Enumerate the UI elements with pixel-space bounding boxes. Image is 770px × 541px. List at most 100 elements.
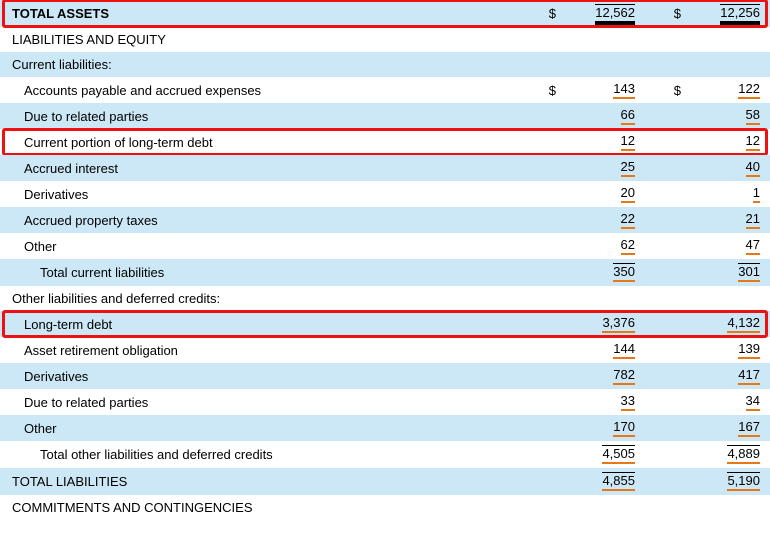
label-tot-cur-liab: Total current liabilities <box>0 261 530 284</box>
label-cur-ltd: Current portion of long-term debt <box>0 131 530 154</box>
row-deriv-lt: Derivatives782417 <box>0 363 770 389</box>
value-col1-tot-cur-liab: 350 <box>560 259 645 286</box>
label-cur-liab-hdr: Current liabilities: <box>0 53 530 76</box>
value-col2-ltd: 4,132 <box>685 311 770 337</box>
currency-col2-total-assets: $ <box>655 2 685 25</box>
value-col2-commit <box>685 504 770 512</box>
row-deriv-cur: Derivatives201 <box>0 181 770 207</box>
currency-col1-tot-cur-liab <box>530 269 560 277</box>
row-cur-liab-hdr: Current liabilities: <box>0 52 770 77</box>
value2-num-tot-other-liab: 4,889 <box>727 445 760 464</box>
value-col1-other-cur: 62 <box>560 233 645 259</box>
value2-num-due-related-lt: 34 <box>746 393 760 411</box>
value-col1-ap-accrued: 143 <box>560 77 645 103</box>
currency-col2-accr-int <box>655 164 685 172</box>
row-due-related-lt: Due to related parties 33 34 <box>0 389 770 415</box>
value2-num-other-lt: 167 <box>738 419 760 437</box>
value1-num-total-assets: 12,562 <box>595 4 635 23</box>
value-col2-due-related: 58 <box>685 103 770 129</box>
value-col2-other-cur: 47 <box>685 233 770 259</box>
value-col1-tot-other-liab: 4,505 <box>560 441 645 468</box>
label-ltd: Long-term debt <box>0 313 530 336</box>
value-col1-due-related: 66 <box>560 103 645 129</box>
row-ap-accrued: Accounts payable and accrued expenses$14… <box>0 77 770 103</box>
value-col2-tot-cur-liab: 301 <box>685 259 770 286</box>
value1-num-tot-cur-liab: 350 <box>613 263 635 282</box>
currency-col2-other-cur <box>655 242 685 250</box>
label-total-assets: TOTAL ASSETS <box>0 2 530 25</box>
currency-col1-deriv-lt <box>530 372 560 380</box>
label-due-related-lt: Due to related parties <box>0 391 530 414</box>
value2-num-tot-liab: 5,190 <box>727 472 760 491</box>
label-ap-accrued: Accounts payable and accrued expenses <box>0 79 530 102</box>
currency-col1-commit <box>530 504 560 512</box>
value-col2-total-assets: 12,256 <box>685 0 770 27</box>
row-accr-prop-tax: Accrued property taxes2221 <box>0 207 770 233</box>
value-col1-accr-int: 25 <box>560 155 645 181</box>
row-tot-cur-liab: Total current liabilities 350 301 <box>0 259 770 286</box>
value-col2-tot-liab: 5,190 <box>685 468 770 495</box>
currency-col1-tot-liab <box>530 478 560 486</box>
label-commit: COMMITMENTS AND CONTINGENCIES <box>0 496 530 519</box>
value-col1-liab-equity-hdr <box>560 36 645 44</box>
value1-num-other-lt: 170 <box>613 419 635 437</box>
value2-num-ltd: 4,132 <box>727 315 760 333</box>
currency-col1-cur-ltd <box>530 138 560 146</box>
currency-col2-deriv-lt <box>655 372 685 380</box>
currency-col1-ltd <box>530 320 560 328</box>
value-col2-ap-accrued: 122 <box>685 77 770 103</box>
row-accr-int: Accrued interest 25 40 <box>0 155 770 181</box>
row-commit: COMMITMENTS AND CONTINGENCIES <box>0 495 770 520</box>
currency-col1-tot-other-liab <box>530 451 560 459</box>
currency-col2-cur-ltd <box>655 138 685 146</box>
currency-col2-due-related <box>655 112 685 120</box>
value-col2-accr-int: 40 <box>685 155 770 181</box>
value2-num-aro: 139 <box>738 341 760 359</box>
currency-col1-liab-equity-hdr <box>530 36 560 44</box>
row-aro: Asset retirement obligation144139 <box>0 337 770 363</box>
row-other-lt: Other 170 167 <box>0 415 770 441</box>
value-col2-deriv-cur: 1 <box>685 181 770 207</box>
label-accr-int: Accrued interest <box>0 157 530 180</box>
label-liab-equity-hdr: LIABILITIES AND EQUITY <box>0 28 530 51</box>
value1-num-tot-liab: 4,855 <box>602 472 635 491</box>
balance-sheet-table: TOTAL ASSETS$12,562$12,256LIABILITIES AN… <box>0 0 770 520</box>
currency-col1-deriv-cur <box>530 190 560 198</box>
currency-col2-deriv-cur <box>655 190 685 198</box>
currency-col2-liab-equity-hdr <box>655 36 685 44</box>
value2-num-due-related: 58 <box>746 107 760 125</box>
value1-num-due-related: 66 <box>621 107 635 125</box>
value-col1-accr-prop-tax: 22 <box>560 207 645 233</box>
value1-num-due-related-lt: 33 <box>621 393 635 411</box>
value2-num-total-assets: 12,256 <box>720 4 760 23</box>
value1-num-accr-prop-tax: 22 <box>621 211 635 229</box>
value-col1-ltd: 3,376 <box>560 311 645 337</box>
row-other-liab-hdr: Other liabilities and deferred credits: <box>0 286 770 311</box>
value-col2-deriv-lt: 417 <box>685 363 770 389</box>
value1-num-ap-accrued: 143 <box>613 81 635 99</box>
currency-col2-commit <box>655 504 685 512</box>
currency-col1-aro <box>530 346 560 354</box>
value2-num-cur-ltd: 12 <box>746 133 760 151</box>
row-tot-other-liab: Total other liabilities and deferred cre… <box>0 441 770 468</box>
value-col1-deriv-cur: 20 <box>560 181 645 207</box>
currency-col1-other-cur <box>530 242 560 250</box>
currency-col1-accr-int <box>530 164 560 172</box>
value-col1-cur-ltd: 12 <box>560 129 645 155</box>
currency-col1-cur-liab-hdr <box>530 61 560 69</box>
value-col1-deriv-lt: 782 <box>560 363 645 389</box>
value2-num-accr-int: 40 <box>746 159 760 177</box>
label-tot-liab: TOTAL LIABILITIES <box>0 470 530 493</box>
value-col2-cur-ltd: 12 <box>685 129 770 155</box>
value1-num-accr-int: 25 <box>621 159 635 177</box>
row-liab-equity-hdr: LIABILITIES AND EQUITY <box>0 27 770 52</box>
currency-col1-due-related <box>530 112 560 120</box>
label-other-liab-hdr: Other liabilities and deferred credits: <box>0 287 530 310</box>
value-col2-liab-equity-hdr <box>685 36 770 44</box>
label-other-lt: Other <box>0 417 530 440</box>
label-other-cur: Other <box>0 235 530 258</box>
value1-num-deriv-lt: 782 <box>613 367 635 385</box>
currency-col2-aro <box>655 346 685 354</box>
value2-num-deriv-cur: 1 <box>753 185 760 203</box>
value-col2-accr-prop-tax: 21 <box>685 207 770 233</box>
